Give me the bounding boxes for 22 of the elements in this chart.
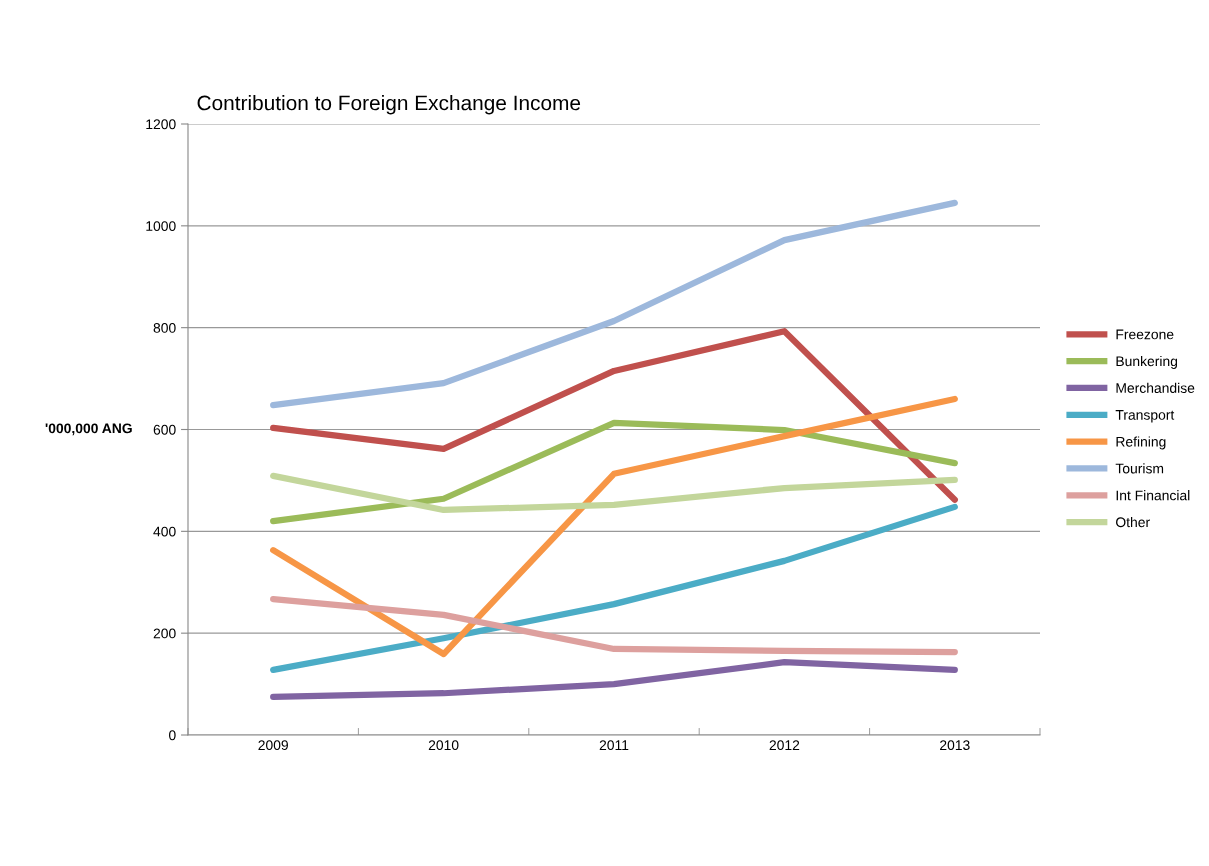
- legend-label: Bunkering: [1116, 355, 1178, 369]
- y-axis-title: '000,000 ANG: [45, 423, 132, 436]
- x-tick-label: 2011: [599, 740, 629, 751]
- x-tick-label: 2009: [258, 740, 288, 751]
- y-tick-label: 1200: [146, 119, 176, 130]
- chart-title: Contribution to Foreign Exchange Income: [197, 95, 581, 115]
- legend-label: Tourism: [1115, 463, 1164, 474]
- legend-label: Freezone: [1116, 329, 1174, 340]
- legend-label: Int Financial: [1116, 490, 1190, 501]
- y-tick-label: 0: [169, 730, 176, 741]
- legend-label: Transport: [1115, 410, 1175, 423]
- legend-label: Merchandise: [1116, 382, 1195, 393]
- y-tick-label: 400: [153, 526, 176, 537]
- y-tick-label: 800: [153, 323, 176, 333]
- y-tick-label: 1000: [146, 221, 176, 231]
- x-tick-label: 2012: [769, 740, 800, 751]
- x-tick-label: 2010: [428, 740, 459, 751]
- y-tick-label: 600: [153, 424, 176, 435]
- legend-label: Other: [1116, 516, 1150, 528]
- legend-label: Refining: [1116, 436, 1166, 450]
- x-tick-label: 2013: [940, 740, 970, 751]
- y-tick-label: 200: [153, 628, 176, 639]
